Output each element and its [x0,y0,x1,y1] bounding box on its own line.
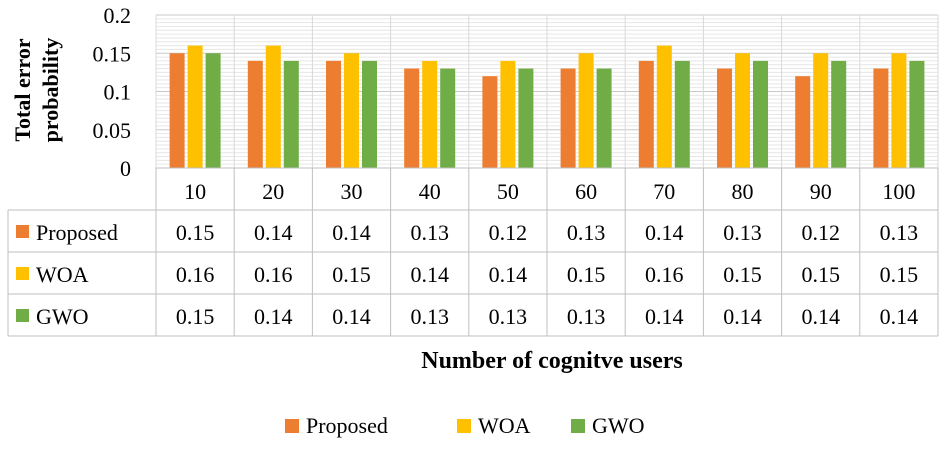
bar-gwo-70 [674,60,690,168]
x-category-label: 100 [882,179,915,204]
bar-proposed-10 [169,53,185,168]
bar-gwo-90 [831,60,847,168]
table-value-proposed: 0.13 [410,220,449,245]
bar-woa-40 [422,60,438,168]
bar-proposed-90 [795,76,811,168]
table-series-name: WOA [36,262,89,287]
bar-proposed-30 [326,60,341,168]
bar-proposed-100 [873,68,889,168]
y-tick-label: 0.2 [104,3,132,28]
x-category-label: 20 [262,179,284,204]
x-category-label: 50 [497,179,519,204]
x-category-label: 80 [732,179,754,204]
x-category-label: 90 [810,179,832,204]
table-value-gwo: 0.14 [332,304,371,329]
bar-woa-20 [265,45,281,168]
table-legend-key-gwo [16,309,29,322]
y-tick-label: 0.15 [93,41,132,66]
bar-gwo-50 [518,68,534,168]
legend-key-proposed [285,419,299,433]
table-value-gwo: 0.14 [723,304,762,329]
table-value-proposed: 0.14 [254,220,293,245]
table-series-name: GWO [36,304,89,329]
bar-woa-100 [891,53,907,168]
bar-woa-50 [500,60,516,168]
bar-woa-80 [735,53,750,168]
table-value-woa: 0.14 [489,262,528,287]
y-axis-ticks: 0 0.05 0.1 0.15 0.2 [93,3,132,181]
table-value-woa: 0.16 [254,262,293,287]
table-value-gwo: 0.15 [176,304,215,329]
x-category-label: 30 [341,179,363,204]
table-value-woa: 0.15 [801,262,840,287]
x-category-label: 70 [653,179,675,204]
table-value-proposed: 0.13 [567,220,606,245]
legend-key-gwo [571,419,585,433]
table-value-gwo: 0.14 [880,304,919,329]
y-tick-label: 0.1 [104,80,132,105]
table-value-gwo: 0.14 [801,304,840,329]
bar-woa-90 [813,53,829,168]
bar-gwo-40 [440,68,456,168]
legend: Proposed WOA GWO [285,413,645,438]
table-value-proposed: 0.14 [645,220,684,245]
table-value-gwo: 0.13 [410,304,449,329]
bar-gwo-80 [753,60,768,168]
table-value-proposed: 0.13 [880,220,919,245]
data-table: 10 20 30 40 50 60 70 80 90 100 Proposed 0.15 0.14 0.1… [7,167,939,337]
table-value-gwo: 0.14 [254,304,293,329]
bar-woa-10 [187,45,203,168]
table-value-gwo: 0.13 [489,304,528,329]
table-value-proposed: 0.14 [332,220,371,245]
bar-gwo-10 [205,53,221,168]
table-value-woa: 0.16 [176,262,215,287]
legend-label-gwo: GWO [592,413,645,438]
table-value-proposed: 0.15 [176,220,215,245]
table-value-woa: 0.15 [332,262,371,287]
table-value-proposed: 0.12 [801,220,840,245]
y-axis-label-line-1: Total error [10,38,35,141]
legend-label-proposed: Proposed [306,413,388,438]
x-category-label: 40 [419,179,441,204]
bar-gwo-60 [596,68,612,168]
x-category-label: 10 [184,179,206,204]
table-value-gwo: 0.13 [567,304,606,329]
table-value-proposed: 0.12 [489,220,528,245]
bar-proposed-20 [247,60,263,168]
table-value-woa: 0.15 [723,262,762,287]
bar-proposed-60 [560,68,576,168]
table-value-woa: 0.14 [410,262,449,287]
bar-woa-30 [344,53,359,168]
table-value-proposed: 0.13 [723,220,762,245]
bar-gwo-100 [909,60,925,168]
table-series-name: Proposed [36,220,118,245]
table-value-woa: 0.16 [645,262,684,287]
bar-proposed-50 [482,76,498,168]
table-value-woa: 0.15 [567,262,606,287]
table-value-gwo: 0.14 [645,304,684,329]
x-category-label: 60 [575,179,597,204]
table-value-woa: 0.15 [880,262,919,287]
y-tick-label: 0.05 [93,118,132,143]
table-legend-key-woa [16,267,29,280]
bar-woa-70 [656,45,672,168]
bar-proposed-80 [717,68,732,168]
legend-label-woa: WOA [478,413,531,438]
bar-proposed-40 [404,68,420,168]
bar-woa-60 [578,53,594,168]
x-axis-label: Number of cognitve users [421,348,683,374]
bar-gwo-20 [283,60,299,168]
bar-gwo-30 [362,60,377,168]
y-axis-label-line-2: probability [38,38,63,143]
bar-proposed-70 [638,60,654,168]
y-tick-label: 0 [120,156,131,181]
legend-key-woa [457,419,471,433]
table-legend-key-proposed [16,225,29,238]
bars [169,45,925,168]
